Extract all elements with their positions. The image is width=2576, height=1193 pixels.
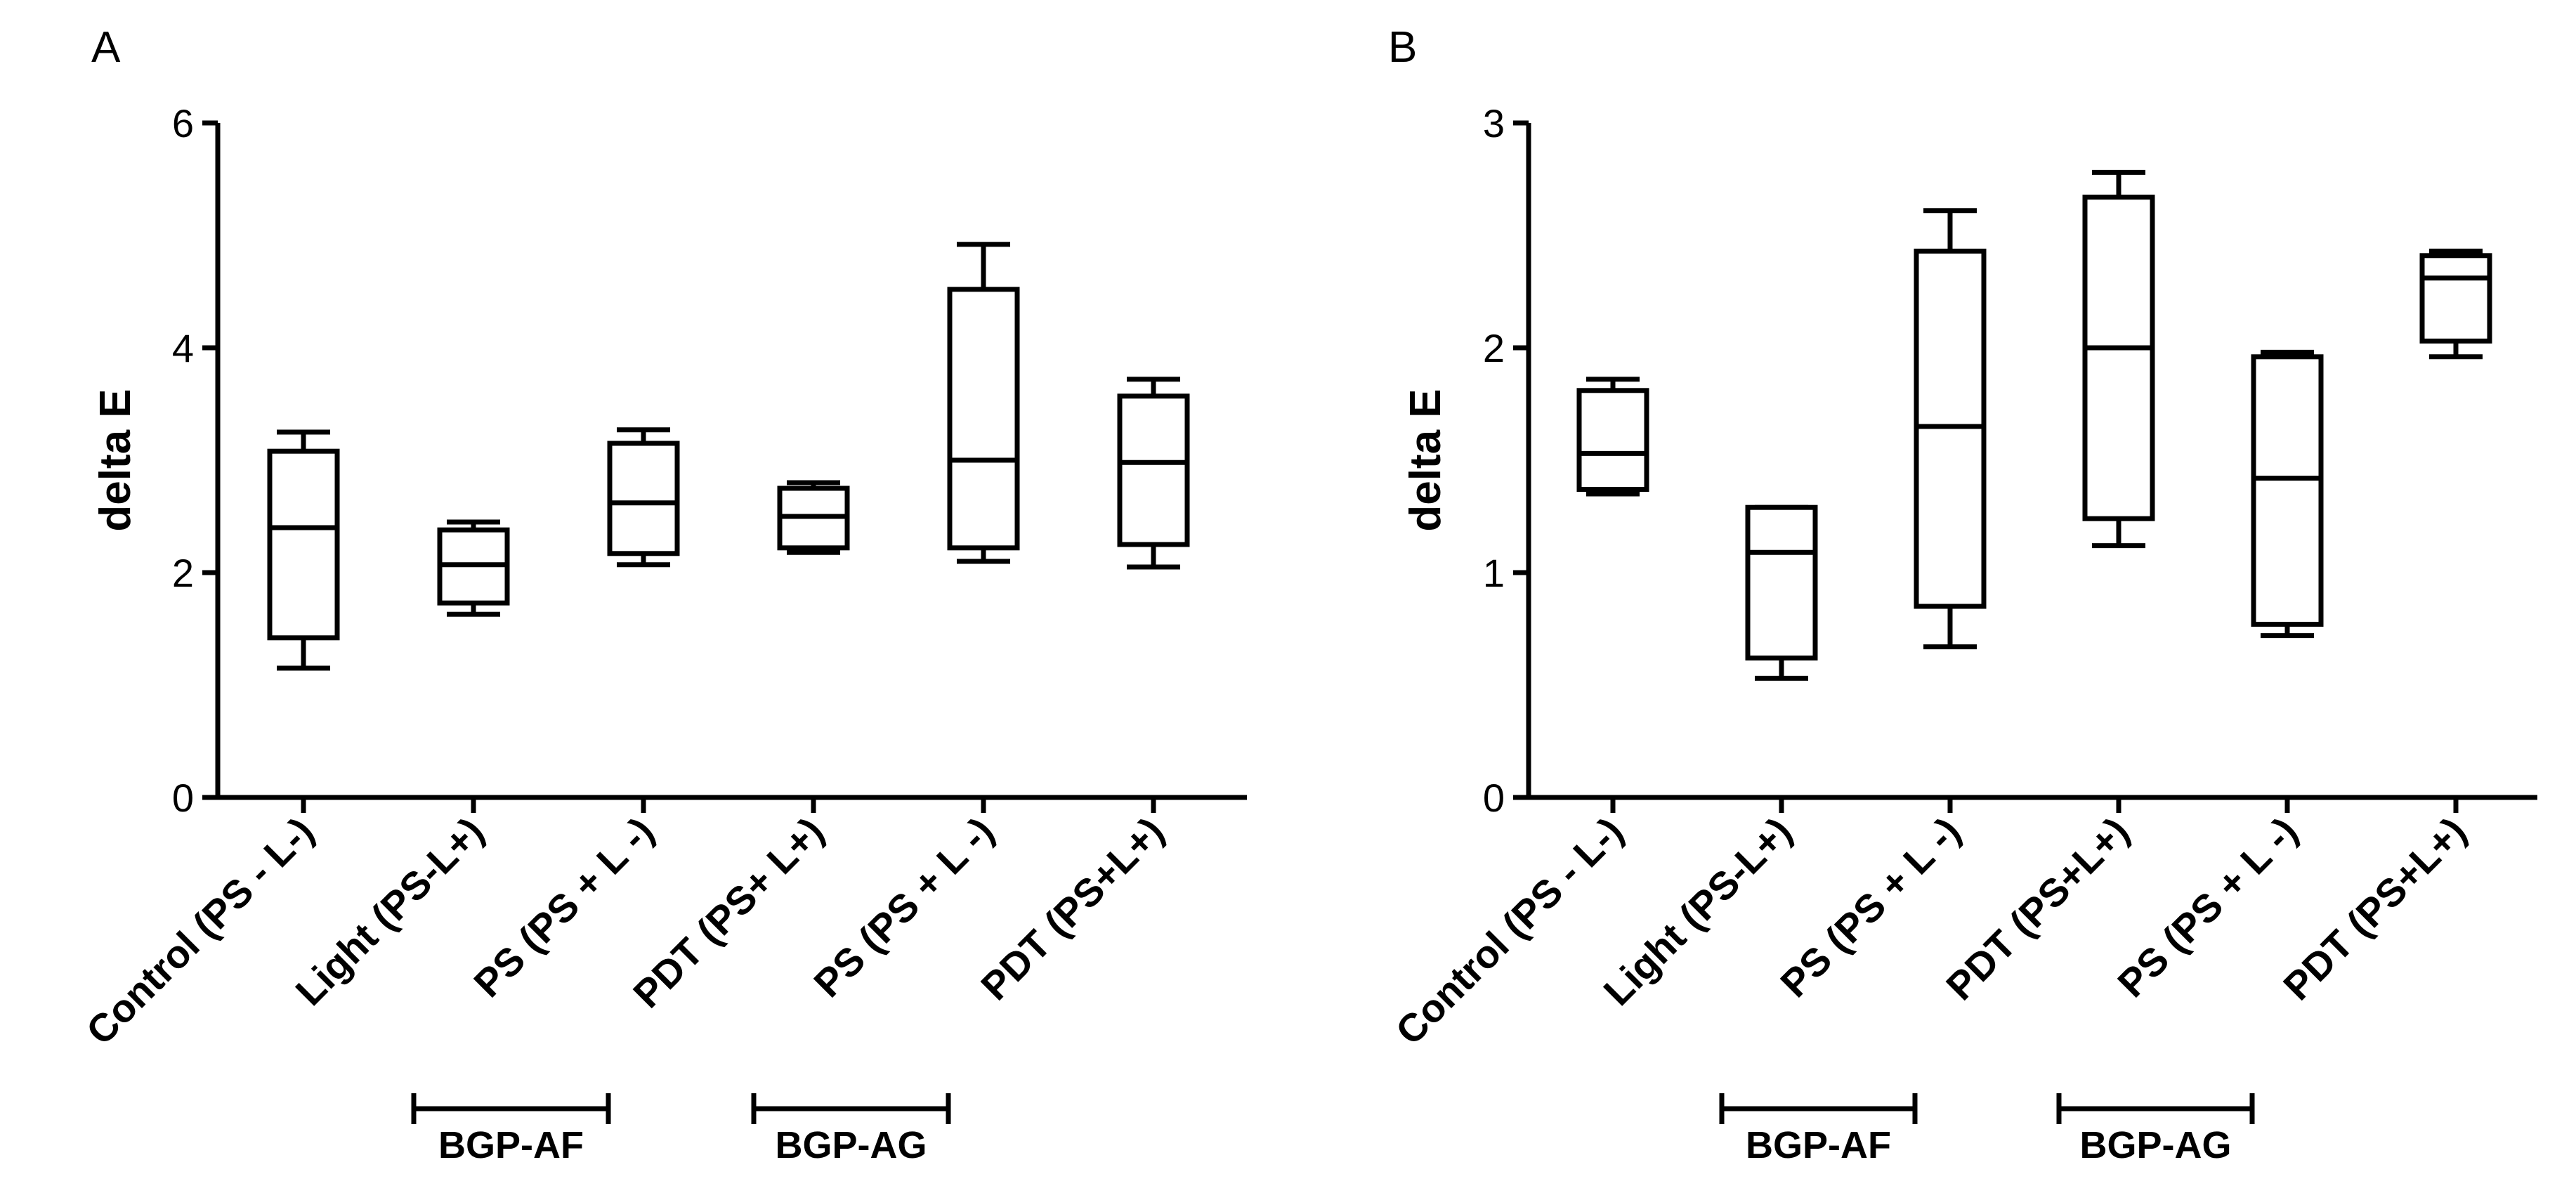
y-tick-label: 3	[1483, 101, 1505, 145]
box-iqr	[1745, 504, 1818, 661]
box-1	[1576, 377, 1649, 497]
y-tick-label: 6	[172, 101, 194, 145]
y-tick-label: 0	[1483, 776, 1505, 820]
group-bracket-bgp-af: BGP-AF	[1719, 1093, 1918, 1166]
panel-letter-b: B	[1388, 23, 1417, 72]
box-iqr	[2251, 354, 2324, 627]
group-bracket-bgp-ag: BGP-AG	[2056, 1093, 2255, 1166]
x-tick-label: PDT (PS+L+)	[1937, 809, 2137, 1008]
x-tick-label: PDT (PS+L+)	[2275, 809, 2474, 1008]
y-axis-label: delta E	[1401, 389, 1450, 531]
x-tick-label: Control (PS - L-)	[1387, 809, 1631, 1053]
box-5	[2251, 349, 2324, 639]
box-6	[1117, 377, 1190, 570]
x-tick-label: PDT (PS+L+)	[972, 809, 1172, 1008]
y-tick-label: 2	[172, 551, 194, 595]
box-3	[1914, 208, 1987, 650]
box-2	[437, 519, 510, 617]
box-iqr	[607, 441, 680, 556]
y-tick-label: 0	[172, 776, 194, 820]
box-4	[2082, 169, 2155, 549]
box-iqr	[947, 287, 1020, 551]
box-iqr	[267, 448, 340, 641]
box-iqr	[2419, 253, 2492, 344]
box-6	[2419, 248, 2492, 360]
box-4	[777, 480, 850, 555]
y-tick-label: 4	[172, 326, 194, 370]
box-3	[607, 427, 680, 568]
panel-letter-a: A	[91, 23, 121, 72]
y-tick-label: 1	[1483, 551, 1505, 595]
box-5	[947, 242, 1020, 564]
x-tick-label: Control (PS - L-)	[77, 809, 322, 1053]
group-label: BGP-AF	[1746, 1124, 1891, 1166]
box-iqr	[1576, 388, 1649, 493]
group-label: BGP-AG	[2080, 1124, 2232, 1166]
box-2	[1745, 504, 1818, 681]
group-bracket-bgp-ag: BGP-AG	[751, 1093, 951, 1166]
box-1	[267, 429, 340, 671]
y-axis-label: delta E	[91, 389, 140, 531]
box-iqr	[2082, 195, 2155, 521]
group-label: BGP-AG	[776, 1124, 927, 1166]
group-bracket-bgp-af: BGP-AF	[411, 1093, 611, 1166]
group-label: BGP-AF	[438, 1124, 584, 1166]
box-iqr	[1117, 393, 1190, 547]
y-tick-label: 2	[1483, 326, 1505, 370]
